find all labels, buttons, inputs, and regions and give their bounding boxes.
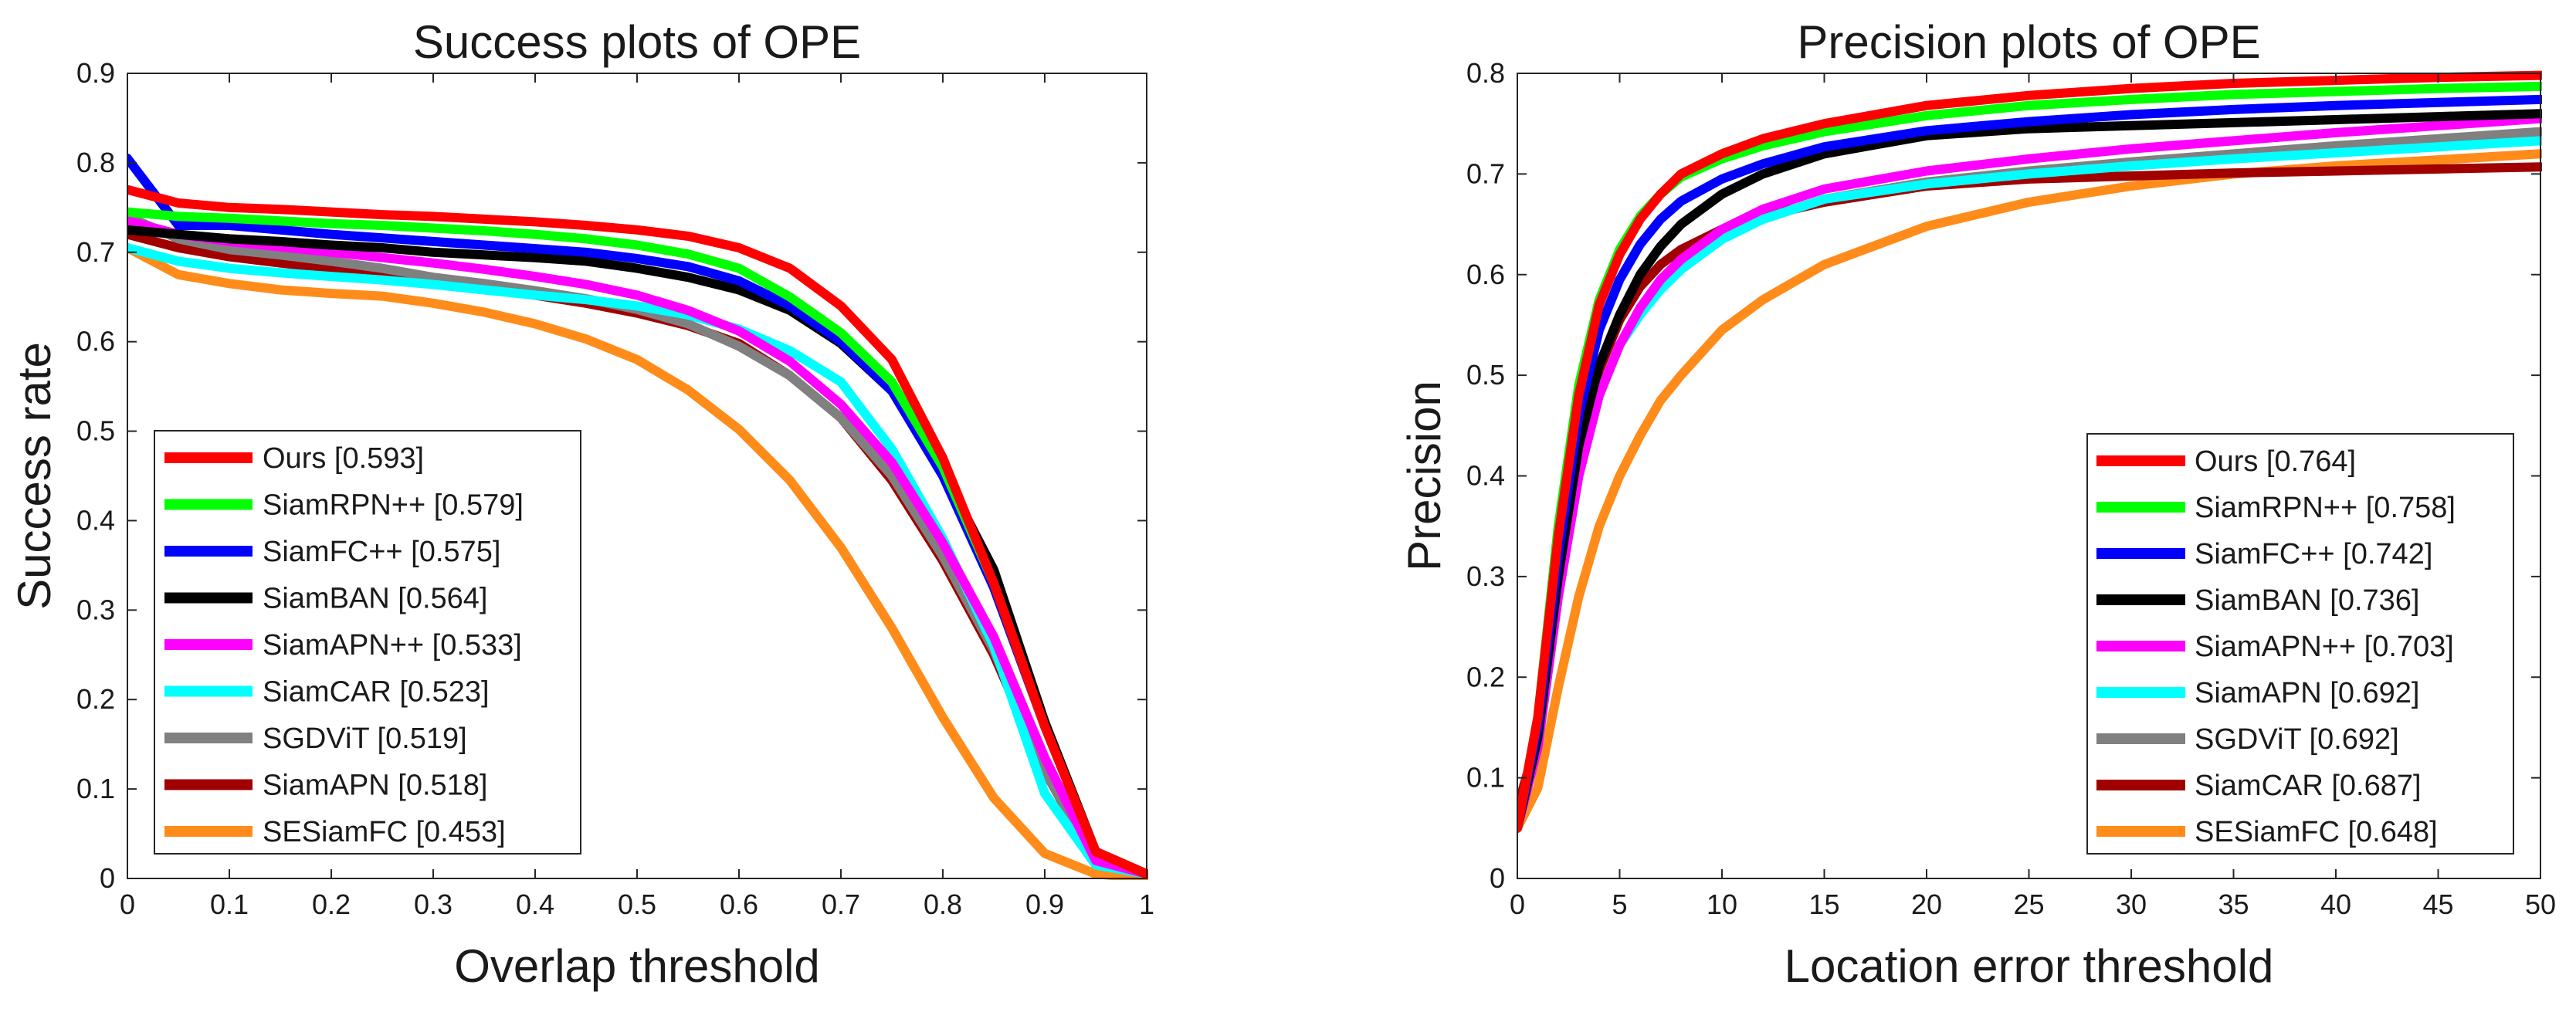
legend-label: SiamCAR [0.687] <box>2195 770 2422 802</box>
legend-label: SiamBAN [0.736] <box>2195 584 2419 617</box>
x-tick-label: 0.2 <box>312 888 351 920</box>
x-tick-label: 5 <box>1612 888 1627 920</box>
y-tick-label: 0.8 <box>1466 57 1505 89</box>
x-tick-label: 40 <box>2320 888 2351 920</box>
x-tick-label: 0.7 <box>822 888 860 920</box>
y-axis-label: Precision <box>1398 381 1450 571</box>
y-tick-label: 0.2 <box>76 683 115 715</box>
legend-label: SiamAPN [0.518] <box>263 770 487 802</box>
y-tick-label: 0.4 <box>76 504 115 536</box>
x-tick-label: 0 <box>120 888 135 920</box>
y-tick-label: 0.7 <box>76 236 115 268</box>
legend: Ours [0.764] SiamRPN++ [0.758] SiamFC++ [0… <box>2086 433 2514 855</box>
legend-label: SiamCAR [0.523] <box>263 676 490 709</box>
legend: Ours [0.593] SiamRPN++ [0.579] SiamFC++ [0… <box>154 430 581 855</box>
y-tick-label: 0.4 <box>1466 460 1505 492</box>
x-tick-label: 0.6 <box>720 888 758 920</box>
x-tick-label: 1 <box>1139 888 1154 920</box>
x-tick-label: 10 <box>1707 888 1737 920</box>
x-tick-label: 0.3 <box>414 888 452 920</box>
y-axis-label: Success rate <box>8 342 60 610</box>
y-tick-label: 0.3 <box>1466 560 1505 592</box>
legend-label: SGDViT [0.519] <box>263 723 467 755</box>
x-tick-label: 35 <box>2218 888 2249 920</box>
precision-plot: 0 5 10 15 20 25 30 35 40 45 50 0 0.1 0.2 0.3 0.4 0.5 0.6 0… <box>1398 16 2556 992</box>
y-tick-label: 0.3 <box>76 594 115 625</box>
y-tick-label: 0.5 <box>1466 359 1505 391</box>
chart-title: Precision plots of OPE <box>1797 16 2260 68</box>
legend-label: SGDViT [0.692] <box>2195 723 2399 756</box>
success-plot: 0 0.1 0.2 0.3 0.4 0.5 0.6 0.7 0.8 0.9 1 0 0.1 0.2 0.3 0… <box>8 16 1154 992</box>
x-tick-label: 45 <box>2422 888 2453 920</box>
series-line-0 <box>127 184 1148 879</box>
y-tick-label: 0.2 <box>1466 661 1505 692</box>
x-tick-label: 0.5 <box>618 888 656 920</box>
x-tick-label: 0.8 <box>924 888 962 920</box>
series-line-4 <box>127 216 1148 879</box>
legend-label: SiamAPN++ [0.703] <box>2195 631 2454 663</box>
x-tick-label: 30 <box>2116 888 2147 920</box>
series-line-8 <box>127 243 1148 880</box>
chart-title: Success plots of OPE <box>413 16 861 68</box>
y-tick-label: 0 <box>1490 862 1505 894</box>
legend-label: SiamAPN [0.692] <box>2195 677 2419 709</box>
x-axis-label: Overlap threshold <box>454 940 820 992</box>
legend-label: SiamRPN++ [0.758] <box>2195 492 2456 524</box>
y-tick-label: 0.9 <box>76 57 115 89</box>
y-tick-label: 0.8 <box>76 147 115 178</box>
y-tick-label: 0.5 <box>76 415 115 447</box>
series-lines <box>127 154 1148 880</box>
x-tick-label: 0.9 <box>1025 888 1064 920</box>
x-tick-label: 0.4 <box>516 888 554 920</box>
x-tick-label: 25 <box>2013 888 2044 920</box>
series-line-4 <box>1517 113 2542 833</box>
legend-label: SiamFC++ [0.575] <box>263 536 500 568</box>
y-tick-label: 0.1 <box>76 773 115 804</box>
y-tick-label: 0 <box>100 862 115 894</box>
x-axis-label: Location error threshold <box>1785 940 2274 992</box>
legend-label: Ours [0.593] <box>263 442 424 475</box>
y-tick-label: 0.6 <box>1466 259 1505 290</box>
legend-label: SiamBAN [0.564] <box>263 583 487 615</box>
series-lines <box>1517 70 2542 833</box>
x-tick-label: 0 <box>1510 888 1525 920</box>
legend-label: SiamFC++ [0.742] <box>2195 538 2432 570</box>
series-line-0 <box>1517 70 2542 833</box>
y-tick-label: 0.7 <box>1466 157 1505 189</box>
legend-label: SESiamFC [0.453] <box>263 816 506 848</box>
x-tick-label: 0.1 <box>210 888 249 920</box>
legend-label: SESiamFC [0.648] <box>2195 816 2438 848</box>
legend-label: SiamRPN++ [0.579] <box>263 489 524 522</box>
x-tick-label: 20 <box>1911 888 1942 920</box>
legend-label: SiamAPN++ [0.533] <box>263 629 522 662</box>
legend-label: Ours [0.764] <box>2195 445 2356 478</box>
x-tick-label: 15 <box>1808 888 1839 920</box>
y-tick-label: 0.6 <box>76 326 115 357</box>
y-tick-label: 0.1 <box>1466 762 1505 794</box>
x-tick-label: 50 <box>2525 888 2556 920</box>
